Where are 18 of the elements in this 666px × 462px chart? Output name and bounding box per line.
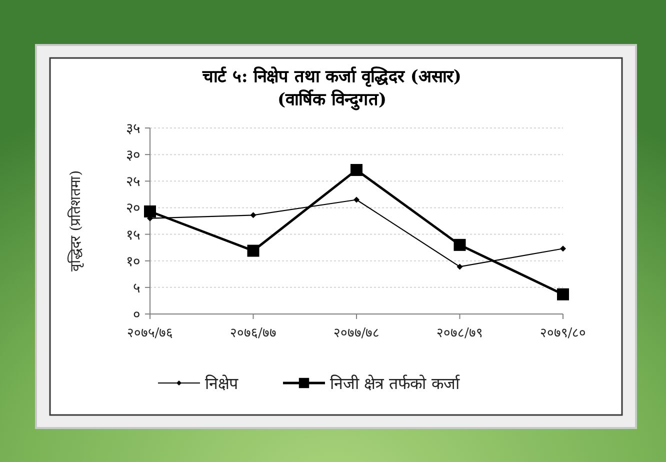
xtick-label: २०७६/७७ bbox=[230, 326, 276, 341]
title: चार्ट ५: निक्षेप तथा कर्जा वृद्धिदर (असार) bbox=[202, 67, 462, 87]
xtick-label: २०७८/७९ bbox=[436, 326, 483, 341]
ytick-label: ० bbox=[133, 307, 140, 323]
legend-label: निजी क्षेत्र तर्फको कर्जा bbox=[330, 374, 460, 393]
xtick-label: २०७९/८० bbox=[540, 326, 586, 341]
ytick-label: ५ bbox=[133, 280, 140, 296]
ytick-label: १० bbox=[126, 254, 140, 270]
ytick-label: ३० bbox=[126, 148, 140, 164]
ytick-label: २० bbox=[126, 200, 140, 217]
ylabel: वृद्धिदर (प्रतिशतमा) bbox=[68, 170, 84, 272]
ytick-label: २५ bbox=[126, 174, 140, 190]
ytick-label: १५ bbox=[126, 227, 140, 244]
xtick-label: २०७७/७८ bbox=[333, 326, 380, 341]
xtick-label: २०७५/७६ bbox=[126, 326, 174, 341]
ytick-label: ३५ bbox=[126, 121, 140, 137]
legend-label: निक्षेप bbox=[205, 374, 238, 393]
subtitle: (वार्षिक विन्दुगत) bbox=[278, 90, 386, 110]
